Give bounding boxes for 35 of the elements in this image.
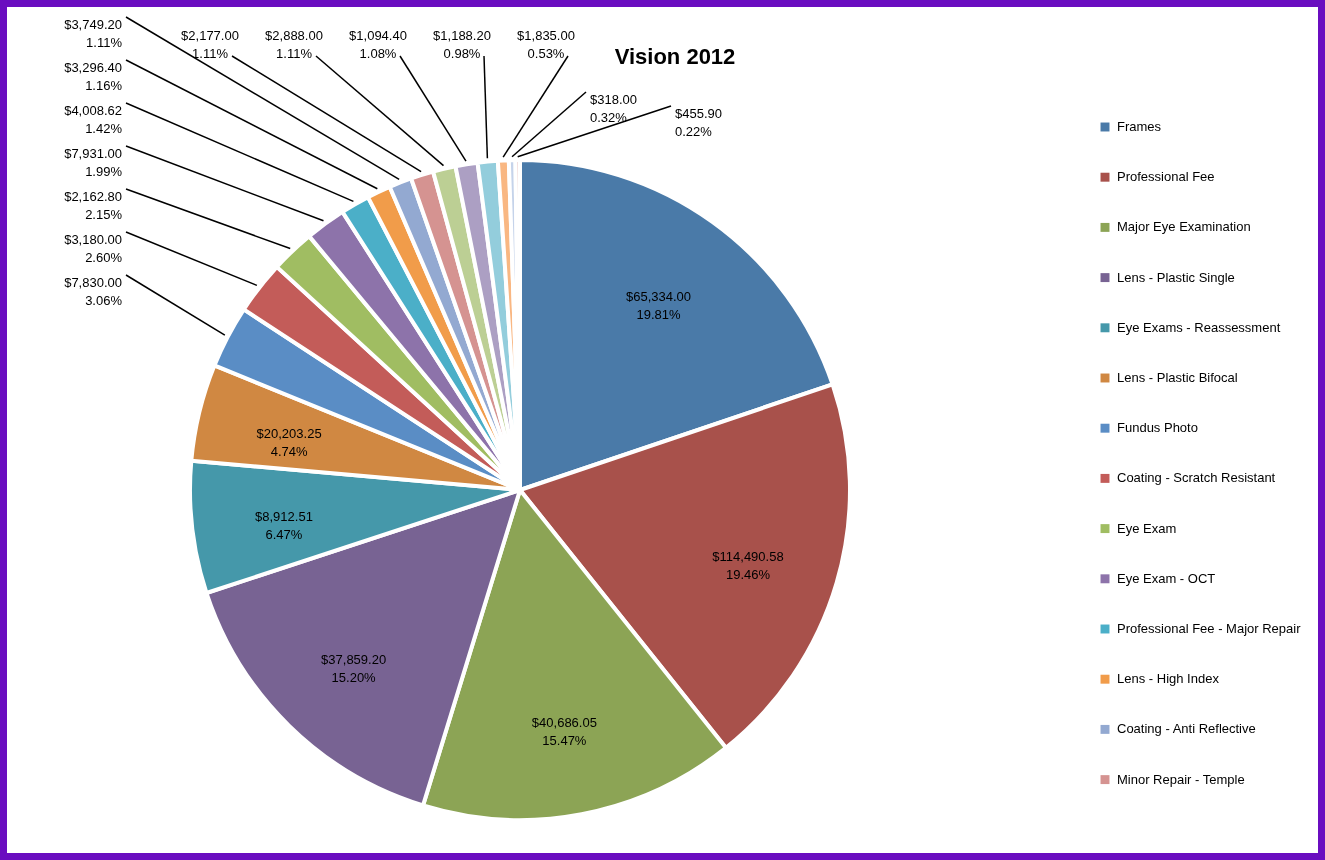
data-label: $20,203.25 4.74% (256, 425, 322, 459)
legend-label: Lens - High Index (1117, 671, 1220, 687)
data-label: $1,094.40 1.08% (349, 28, 407, 61)
data-label: $3,296.40 1.16% (64, 60, 123, 93)
legend-label: Professional Fee (1117, 169, 1215, 185)
data-label: $2,162.80 2.15% (64, 189, 123, 222)
data-label: $7,931.00 1.99% (64, 146, 123, 179)
data-label: $3,749.20 1.11% (64, 17, 123, 50)
legend-label: Professional Fee - Major Repair (1117, 621, 1302, 636)
legend-label: Minor Repair - Temple (1117, 771, 1245, 787)
data-label: $4,008.62 1.42% (64, 103, 123, 136)
data-label: $1,835.00 0.53% (517, 28, 575, 61)
data-label: $114,490.58 19.46% (712, 548, 784, 582)
legend-label: Coating - Anti Reflective (1117, 721, 1256, 737)
data-label: $7,830.00 3.06% (64, 275, 123, 308)
data-label: $3,180.00 2.60% (64, 232, 123, 265)
data-label: $40,686.05 15.47% (531, 715, 597, 749)
data-label: $65,334.00 19.81% (625, 288, 692, 322)
data-label: $455.90 0.22% (675, 106, 722, 139)
data-label: $2,888.00 1.11% (265, 28, 323, 61)
legend-label: Fundus Photo (1117, 420, 1198, 436)
data-label: $2,177.00 1.11% (181, 28, 239, 61)
legend-label: Major Eye Examination (1117, 219, 1251, 235)
legend-label: Coating - Scratch Resistant (1117, 470, 1276, 486)
data-label: $318.00 0.32% (590, 92, 637, 125)
legend-label: Eye Exams - Reassessment (1117, 319, 1281, 335)
text: Vision 2012 (614, 44, 736, 69)
data-label: $1,188.20 0.98% (433, 28, 491, 61)
legend-label: Lens - Plastic Single (1117, 269, 1235, 285)
legend-label: Frames (1117, 119, 1162, 134)
data-label: $37,859.20 15.20% (321, 651, 387, 685)
legend-label: Eye Exam (1117, 520, 1177, 536)
legend-label: Eye Exam - OCT (1117, 570, 1216, 586)
data-label: $8,912.51 6.47% (255, 509, 313, 543)
legend-label: Lens - Plastic Bifocal (1117, 370, 1238, 385)
